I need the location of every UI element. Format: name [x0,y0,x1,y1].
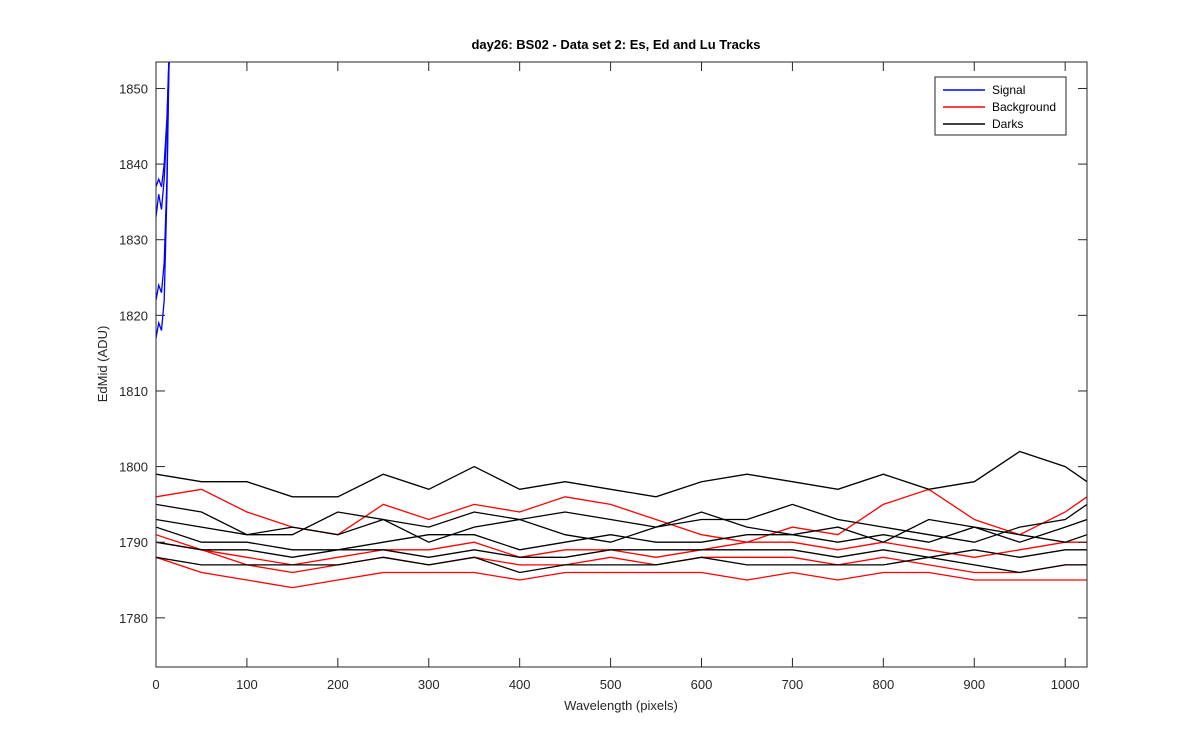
x-axis-label: Wavelength (pixels) [564,698,678,713]
x-tick-label: 700 [782,677,804,692]
x-tick-label: 900 [963,677,985,692]
x-tick-label: 300 [418,677,440,692]
series-line-darks-12 [156,556,1087,574]
x-tick-label: 100 [236,677,258,692]
x-axis: 0 100 200 300 400 500 600 700 800 900 1000 [152,62,1080,692]
y-axis: 1780 1790 1800 1810 1820 1830 1840 1850 [119,81,1087,626]
series-line-darks-10 [156,526,1087,551]
y-tick-label: 1790 [119,535,148,550]
legend: Signal Background Darks [934,76,1067,136]
y-tick-label: 1800 [119,460,148,475]
legend-box [934,76,1067,136]
axes-box [155,61,1088,668]
x-tick-label: 200 [327,677,349,692]
series-line-darks-9 [156,503,1087,543]
series-line-background-7 [156,534,1087,574]
legend-label-signal: Signal [992,83,1025,97]
x-tick-label: 0 [152,677,159,692]
series-line-darks-13 [156,511,1087,543]
series-line-background-6 [156,556,1087,589]
x-tick-label: 600 [691,677,713,692]
y-tick-label: 1780 [119,611,148,626]
y-tick-label: 1820 [119,308,148,323]
legend-label-darks: Darks [992,117,1023,131]
y-tick-label: 1830 [119,233,148,248]
plot-area [156,62,1087,589]
y-axis-label: EdMid (ADU) [95,326,110,403]
y-tick-label: 1850 [119,81,148,96]
y-tick-label: 1840 [119,157,148,172]
x-tick-label: 400 [509,677,531,692]
series-line-background-5 [156,541,1087,566]
x-tick-label: 800 [872,677,894,692]
legend-label-background: Background [992,100,1056,114]
y-tick-label: 1810 [119,384,148,399]
series-line-darks-11 [156,541,1087,558]
series-line-darks-8 [156,450,1087,498]
x-tick-label: 500 [600,677,622,692]
chart-title: day26: BS02 - Data set 2: Es, Ed and Lu … [471,37,760,52]
x-tick-label: 1000 [1051,677,1080,692]
